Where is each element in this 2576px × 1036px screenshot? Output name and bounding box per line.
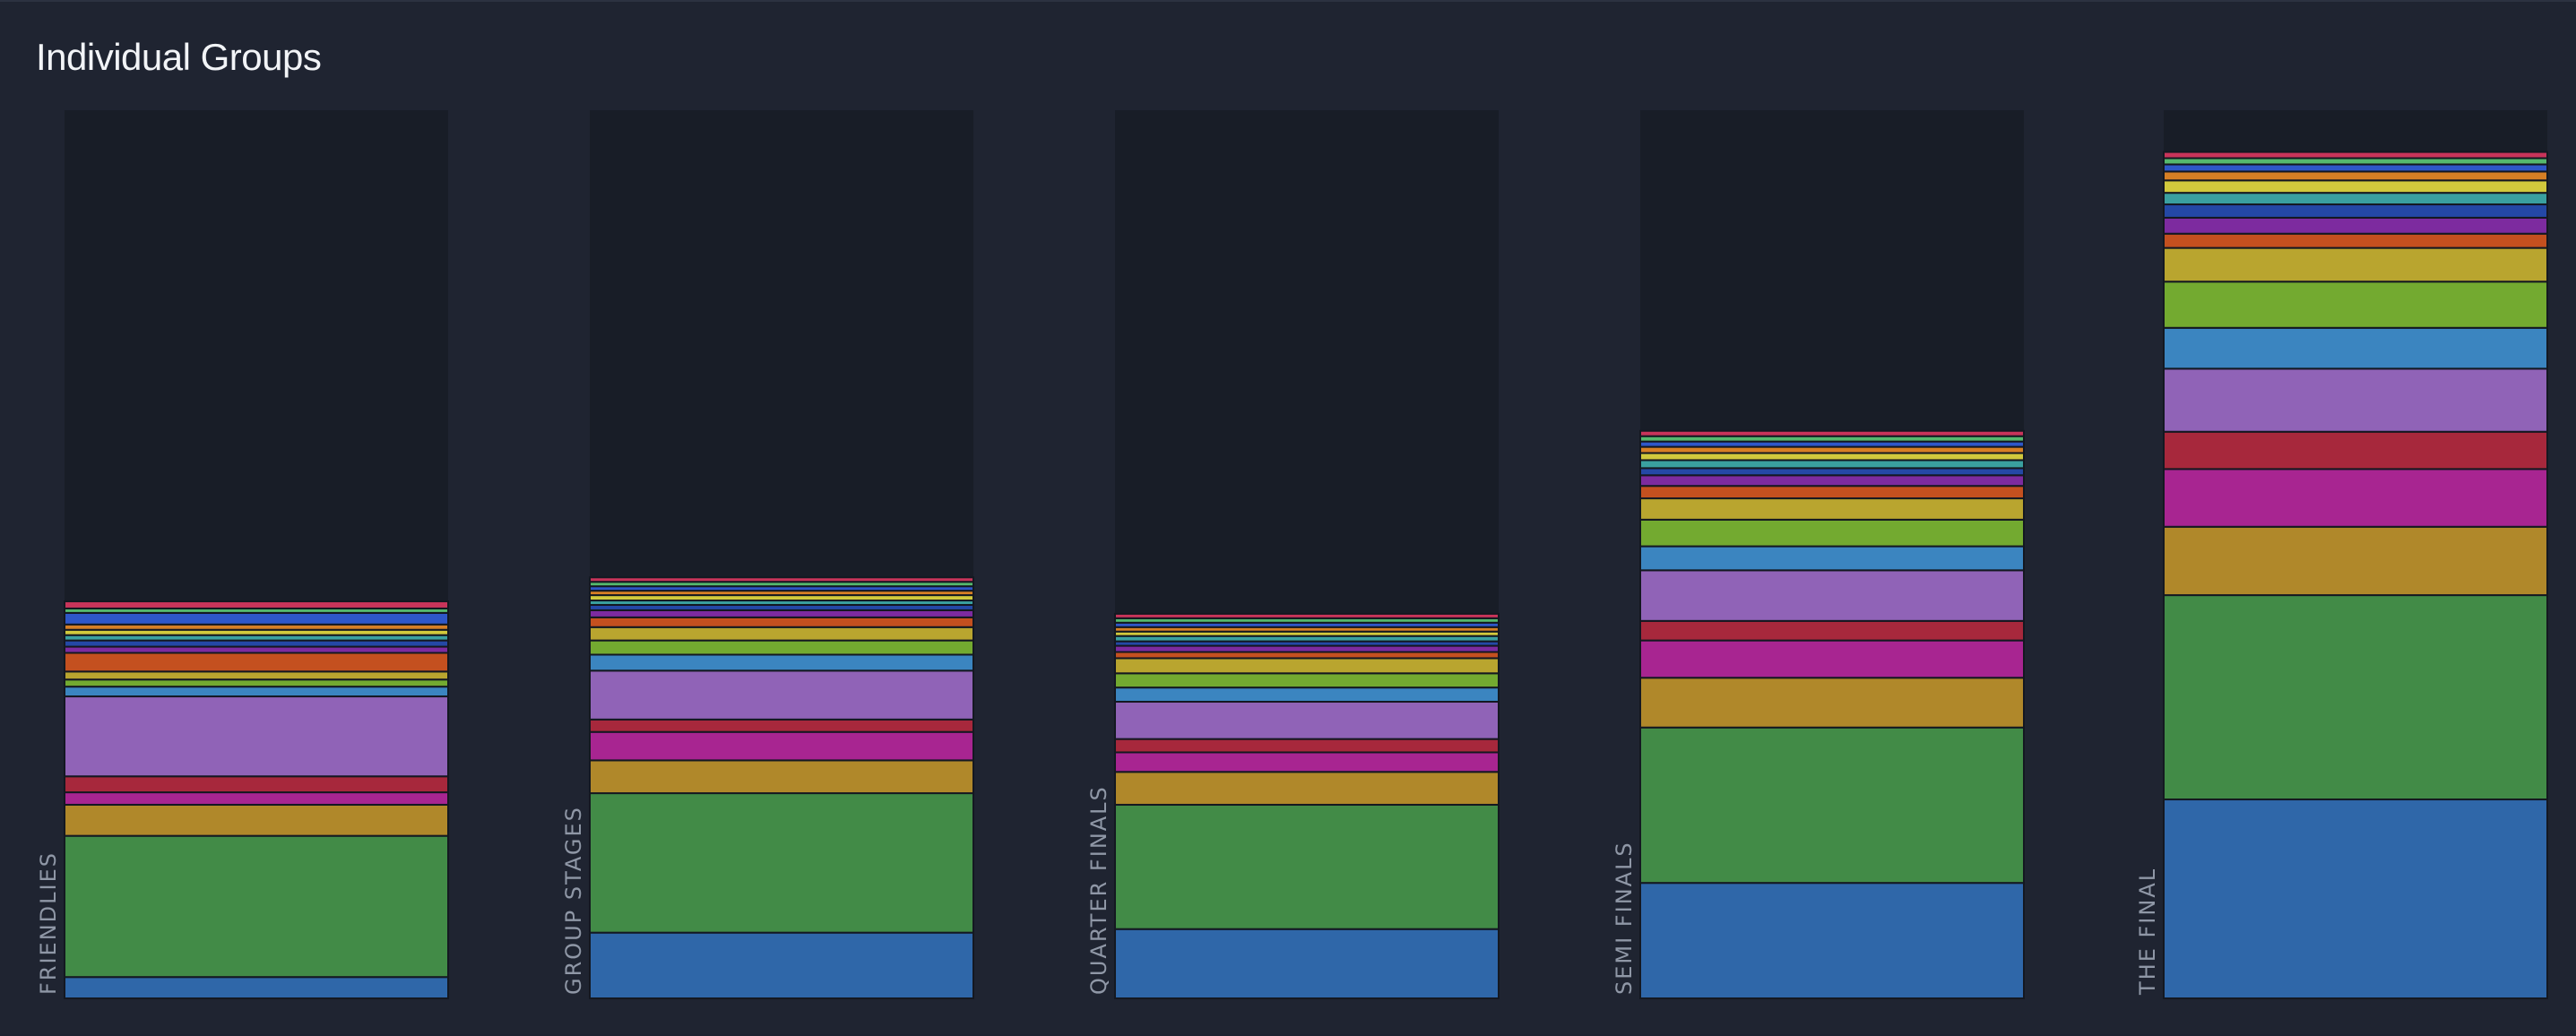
bar-segment[interactable] — [2163, 203, 2548, 219]
bar-segment[interactable] — [1639, 474, 2025, 488]
bar-segment[interactable] — [1114, 928, 1500, 1000]
bar-segment[interactable] — [64, 695, 449, 778]
bar-segment[interactable] — [2163, 179, 2548, 194]
bar-segment[interactable] — [64, 645, 449, 654]
bar-segment[interactable] — [1114, 672, 1500, 689]
bar-segment[interactable] — [2163, 468, 2548, 528]
bar-segment[interactable] — [1114, 657, 1500, 675]
bar-segment[interactable] — [1114, 686, 1500, 704]
panel-title: Individual Groups — [36, 36, 322, 78]
bar-segment[interactable] — [1639, 459, 2025, 470]
bar-segment[interactable] — [2163, 151, 2548, 160]
bar-segment[interactable] — [1114, 771, 1500, 806]
bar-segment[interactable] — [64, 639, 449, 648]
bar-segment[interactable] — [2163, 525, 2548, 597]
bar-segment[interactable] — [64, 600, 449, 609]
bar-segment[interactable] — [1114, 651, 1500, 660]
bar-segment[interactable] — [64, 678, 449, 688]
bar-segment[interactable] — [589, 616, 974, 628]
bar-segment[interactable] — [2163, 594, 2548, 801]
bar-segment[interactable] — [1639, 619, 2025, 642]
bar-segment[interactable] — [1639, 726, 2025, 885]
bar-segment[interactable] — [64, 791, 449, 806]
bar-segment[interactable] — [589, 653, 974, 672]
bar-segment[interactable] — [2163, 326, 2548, 370]
bar-segment[interactable] — [1639, 467, 2025, 477]
bar-segment[interactable] — [1114, 612, 1500, 619]
bar-segment[interactable] — [1639, 452, 2025, 462]
bar-segment[interactable] — [1639, 429, 2025, 437]
bar-segment[interactable] — [1114, 644, 1500, 653]
bar-segment[interactable] — [2163, 799, 2548, 999]
bar-segment[interactable] — [1639, 445, 2025, 454]
bar-segment[interactable] — [589, 639, 974, 656]
category-label: THE FINAL — [2135, 868, 2160, 996]
bar-segment[interactable] — [1639, 545, 2025, 572]
bar-segment[interactable] — [589, 669, 974, 721]
bar-segment[interactable] — [64, 803, 449, 837]
bar-segment[interactable] — [2163, 281, 2548, 329]
bar-segment[interactable] — [589, 609, 974, 618]
bar-segment[interactable] — [1639, 569, 2025, 622]
bar-segment[interactable] — [1639, 639, 2025, 679]
bar-segment[interactable] — [589, 931, 974, 1000]
category-label: FRIENDLIES — [36, 851, 61, 995]
bar-segment[interactable] — [2163, 367, 2548, 433]
bar-segment[interactable] — [589, 730, 974, 762]
bar-segment[interactable] — [589, 718, 974, 733]
bar-segment[interactable] — [1639, 485, 2025, 500]
bar-segment[interactable] — [64, 670, 449, 681]
bar-segment[interactable] — [589, 759, 974, 795]
bar-segment[interactable] — [2163, 430, 2548, 471]
bar-segment[interactable] — [2163, 157, 2548, 166]
bar-segment[interactable] — [64, 834, 449, 979]
bar-segment[interactable] — [64, 775, 449, 794]
bar-segment[interactable] — [2163, 232, 2548, 249]
bar-segment[interactable] — [2163, 246, 2548, 283]
bar-segment[interactable] — [2163, 192, 2548, 206]
bar-segment[interactable] — [1114, 751, 1500, 773]
bar-segment[interactable] — [64, 686, 449, 698]
bar-segment[interactable] — [1114, 803, 1500, 930]
bar-segment[interactable] — [1639, 497, 2025, 521]
bar-segment[interactable] — [1639, 882, 2025, 999]
bar-segment[interactable] — [589, 626, 974, 642]
bar-segment[interactable] — [2163, 216, 2548, 235]
bar-segment[interactable] — [64, 976, 449, 999]
category-label: GROUP STAGES — [561, 806, 586, 995]
bar-segment[interactable] — [64, 652, 449, 673]
category-label: SEMI FINALS — [1612, 841, 1637, 995]
bar-segment[interactable] — [2163, 170, 2548, 182]
category-label: QUARTER FINALS — [1086, 785, 1111, 995]
bar-segment[interactable] — [1114, 701, 1500, 740]
bar-segment[interactable] — [2163, 163, 2548, 173]
bar-segment[interactable] — [1639, 518, 2025, 548]
bar-segment[interactable] — [64, 611, 449, 626]
bar-segment[interactable] — [1114, 738, 1500, 754]
bar-segment[interactable] — [589, 576, 974, 583]
bar-segment[interactable] — [589, 792, 974, 934]
bar-segment[interactable] — [1639, 677, 2025, 729]
